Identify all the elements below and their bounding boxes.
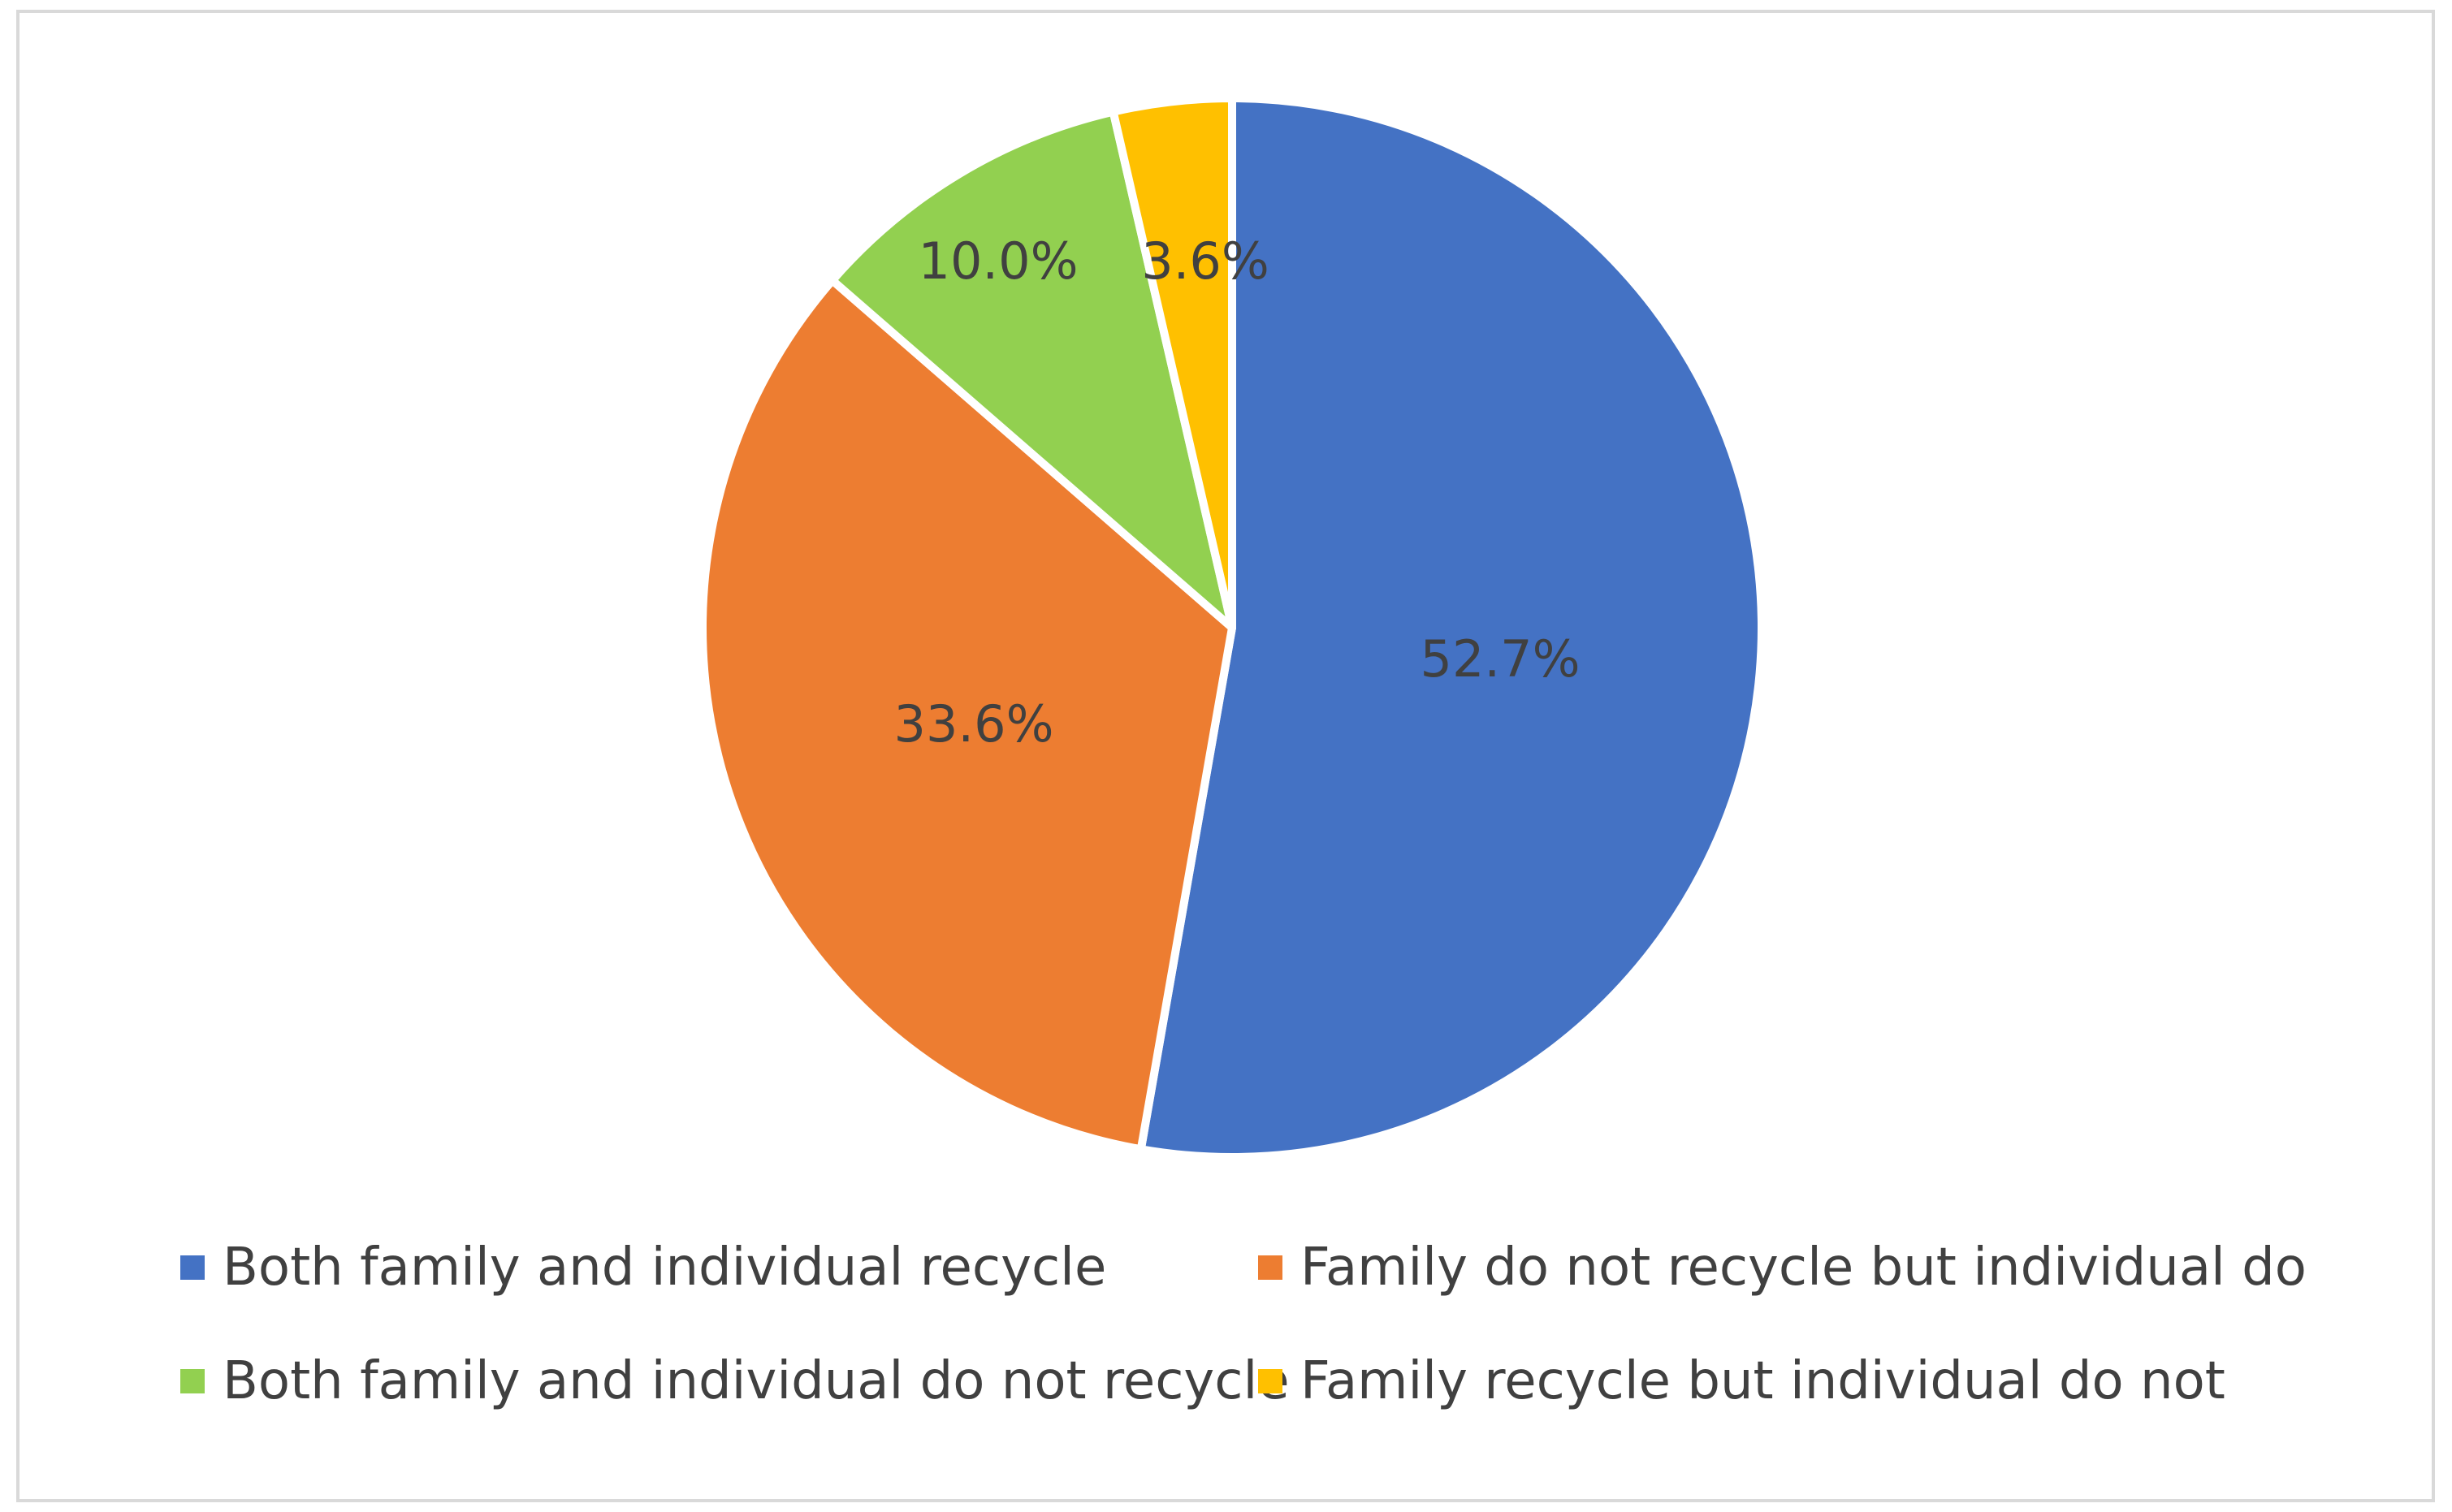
slice-family-not-individual-do[interactable] [698, 276, 1236, 1154]
data-label-family-not-individual-do: 33.6% [894, 694, 1054, 754]
data-label-both-recycle: 52.7% [1421, 629, 1581, 689]
pie-slices [698, 94, 1766, 1161]
slice-family-recycle-individual-not[interactable] [1109, 94, 1236, 632]
pie-chart: 52.7% 33.6% 10.0% 3.6% [698, 94, 1766, 1161]
chart-frame: 52.7% 33.6% 10.0% 3.6% Both family and indi… [16, 10, 2435, 1502]
data-label-family-recycle-individual-not: 3.6% [1141, 231, 1269, 291]
slice-both-not-recycle[interactable] [828, 107, 1236, 632]
data-label-both-not-recycle: 10.0% [919, 231, 1079, 291]
slice-both-recycle[interactable] [1136, 94, 1766, 1161]
pie-data-labels: 52.7% 33.6% 10.0% 3.6% [894, 231, 1581, 754]
